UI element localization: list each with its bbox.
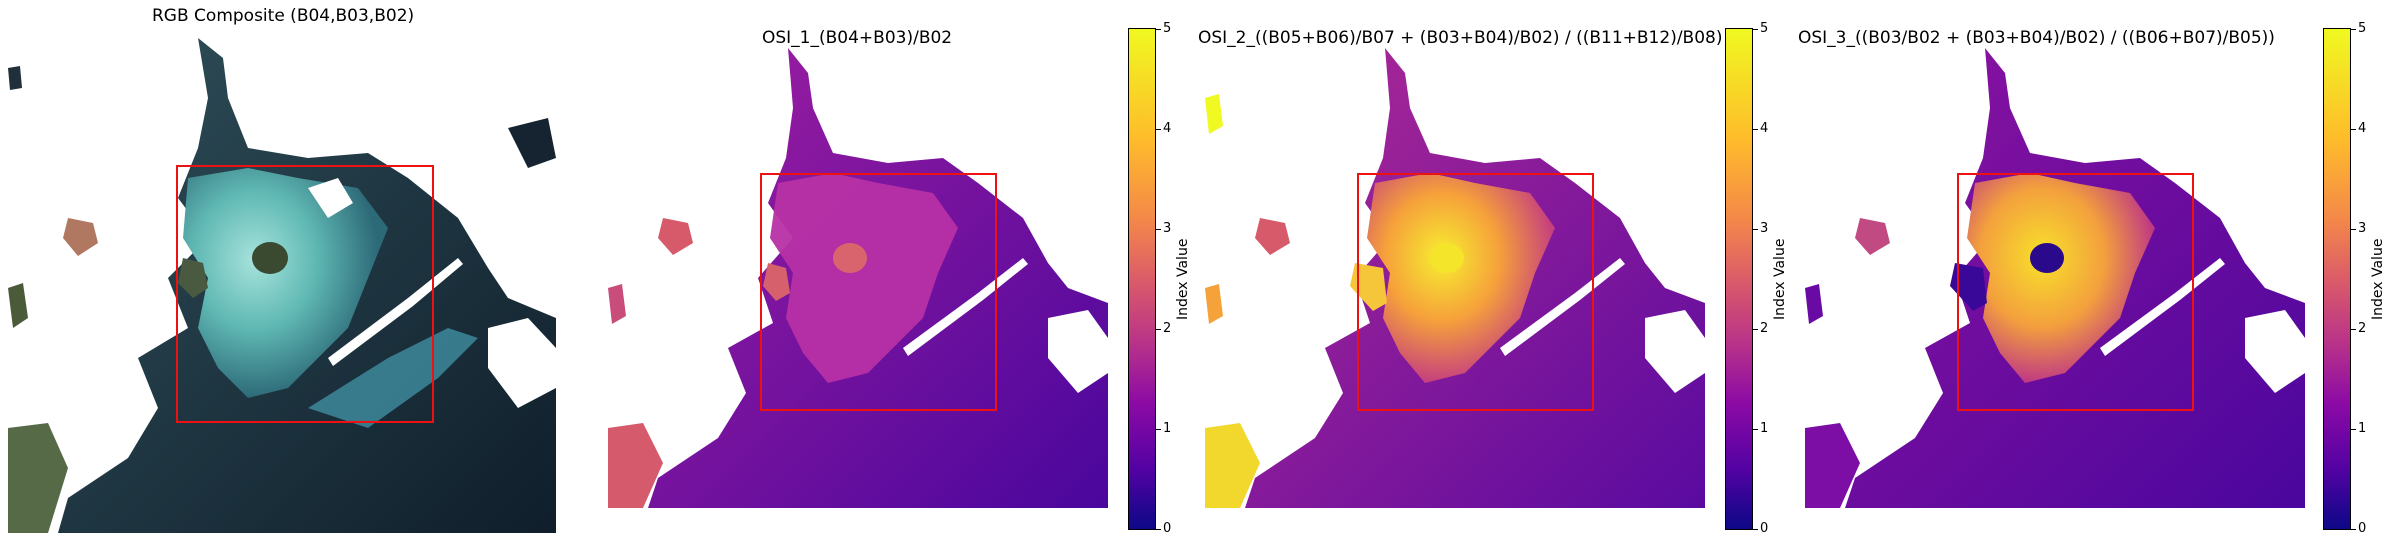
osi2-roi-box	[1357, 173, 1594, 411]
osi2-colorbar-tick-1: 1	[1760, 421, 1769, 436]
osi3-colorbar-tick-0: 0	[2358, 521, 2367, 536]
osi1-panel: OSI_1_(B04+B03)/B02 0 1 2 3 4 5	[600, 0, 1195, 547]
osi3-colorbar-tick-1: 1	[2358, 421, 2367, 436]
osi3-colorbar-tick-mark	[2351, 229, 2356, 230]
osi2-colorbar-tick-mark	[1753, 429, 1758, 430]
osi1-roi-box	[760, 173, 997, 411]
osi2-panel-title: OSI_2_((B05+B06)/B07 + (B03+B04)/B02) / …	[1198, 28, 1723, 48]
osi1-colorbar-tick-1: 1	[1163, 421, 1172, 436]
osi1-colorbar-label: Index Value	[1175, 238, 1191, 320]
osi1-colorbar-tick-mark	[1156, 429, 1161, 430]
osi3-panel-title: OSI_3_((B03/B02 + (B03+B04)/B02) / ((B06…	[1798, 28, 2275, 48]
osi1-colorbar-tick-2: 2	[1163, 321, 1172, 336]
osi3-colorbar-tick-mark	[2351, 429, 2356, 430]
osi3-roi-box	[1957, 173, 2194, 411]
rgb-composite-panel: RGB Composite (B04,B03,B02)	[0, 0, 575, 547]
osi2-colorbar-label: Index Value	[1772, 238, 1788, 320]
osi3-colorbar-label: Index Value	[2370, 238, 2386, 320]
osi1-colorbar	[1128, 28, 1156, 530]
osi1-colorbar-tick-3: 3	[1163, 221, 1172, 236]
rgb-composite-image	[8, 28, 556, 533]
osi3-colorbar-tick-mark	[2351, 129, 2356, 130]
osi2-colorbar-tick-mark	[1753, 329, 1758, 330]
rgb-panel-title: RGB Composite (B04,B03,B02)	[152, 6, 415, 26]
osi3-colorbar-tick-mark	[2351, 29, 2356, 30]
osi3-colorbar-tick-5: 5	[2358, 21, 2367, 36]
osi3-panel: OSI_3_((B03/B02 + (B03+B04)/B02) / ((B06…	[1795, 0, 2389, 547]
osi3-colorbar-tick-3: 3	[2358, 221, 2367, 236]
osi1-colorbar-tick-mark	[1156, 229, 1161, 230]
osi3-colorbar-tick-4: 4	[2358, 121, 2367, 136]
osi2-colorbar	[1725, 28, 1753, 530]
osi3-colorbar-tick-mark	[2351, 529, 2356, 530]
osi2-colorbar-tick-0: 0	[1760, 521, 1769, 536]
osi1-panel-title: OSI_1_(B04+B03)/B02	[762, 28, 953, 48]
osi1-colorbar-tick-5: 5	[1163, 21, 1172, 36]
osi2-colorbar-tick-4: 4	[1760, 121, 1769, 136]
osi3-colorbar-tick-2: 2	[2358, 321, 2367, 336]
osi2-colorbar-tick-mark	[1753, 29, 1758, 30]
osi1-colorbar-tick-mark	[1156, 529, 1161, 530]
osi1-colorbar-tick-0: 0	[1163, 521, 1172, 536]
osi2-colorbar-tick-mark	[1753, 129, 1758, 130]
osi3-colorbar	[2323, 28, 2351, 530]
osi3-colorbar-tick-mark	[2351, 329, 2356, 330]
osi1-colorbar-tick-4: 4	[1163, 121, 1172, 136]
osi1-colorbar-tick-mark	[1156, 329, 1161, 330]
rgb-roi-box	[176, 165, 434, 423]
osi2-panel: OSI_2_((B05+B06)/B07 + (B03+B04)/B02) / …	[1195, 0, 1795, 547]
osi2-colorbar-tick-3: 3	[1760, 221, 1769, 236]
osi3-index-map	[1805, 48, 2305, 508]
osi2-colorbar-tick-5: 5	[1760, 21, 1769, 36]
osi2-colorbar-tick-mark	[1753, 529, 1758, 530]
osi1-colorbar-tick-mark	[1156, 29, 1161, 30]
osi1-colorbar-tick-mark	[1156, 129, 1161, 130]
osi2-colorbar-tick-2: 2	[1760, 321, 1769, 336]
osi2-colorbar-tick-mark	[1753, 229, 1758, 230]
